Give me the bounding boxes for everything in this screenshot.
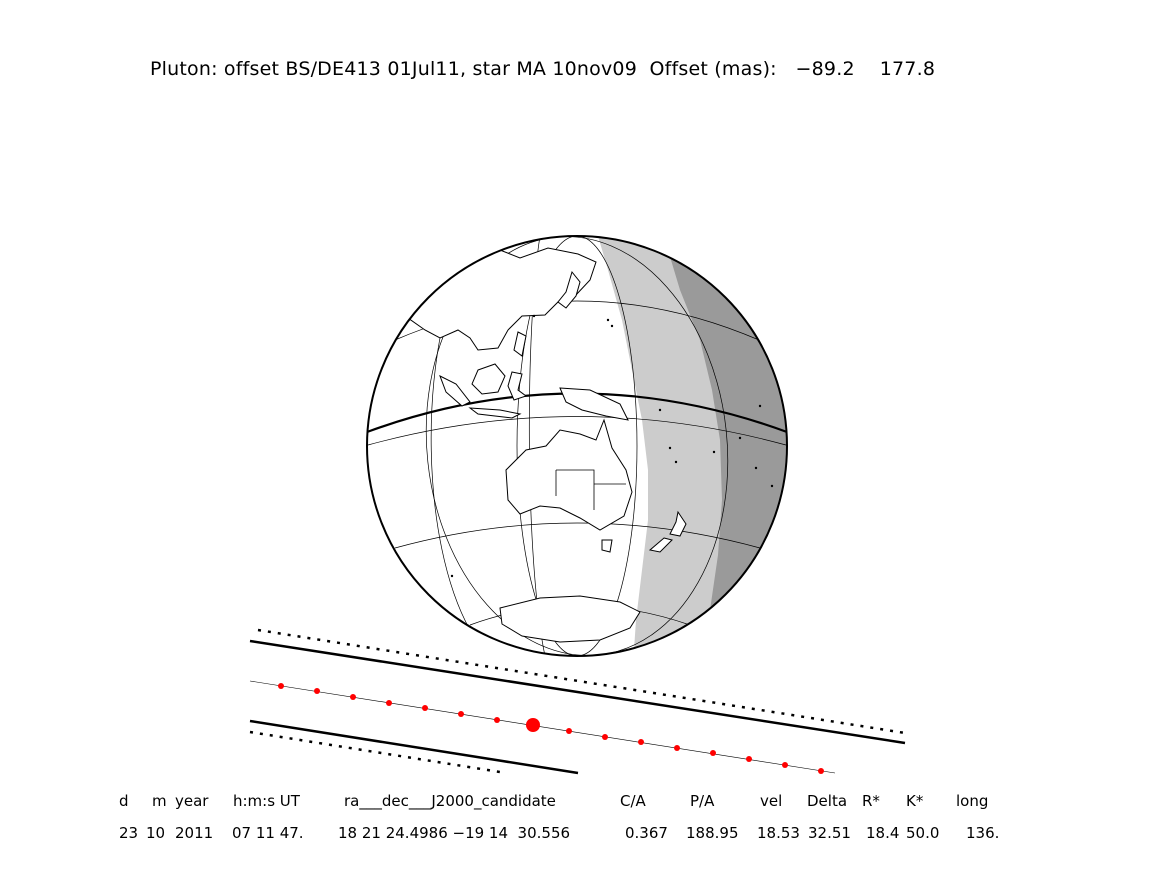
- offset-label: Offset (mas):: [649, 58, 777, 80]
- header-coordinates: ra___dec___J2000_candidate: [344, 792, 556, 810]
- header-time: h:m:s UT: [233, 792, 300, 810]
- header-rstar: R*: [862, 792, 880, 810]
- header-year: year: [175, 792, 209, 810]
- value-rstar: 18.4: [866, 824, 900, 842]
- plot-header: Pluton: offset BS/DE413 01Jul11, star MA…: [150, 58, 935, 80]
- closest-approach-dot: [526, 718, 540, 732]
- value-ca: 0.367: [625, 824, 668, 842]
- header-day: d: [119, 792, 129, 810]
- header-delta: Delta: [807, 792, 848, 810]
- shadow-limit-south: [249, 719, 579, 775]
- value-year: 2011: [175, 824, 214, 842]
- continents: [399, 247, 687, 643]
- value-month: 10: [146, 824, 166, 842]
- value-vel: 18.53: [757, 824, 800, 842]
- header-vel: vel: [760, 792, 783, 810]
- header-pa: P/A: [690, 792, 715, 810]
- value-coordinates: 18 21 24.4986 −19 14 30.556: [338, 824, 571, 842]
- value-long: 136.: [966, 824, 1000, 842]
- island-specks: [450, 314, 774, 578]
- track-dots: [278, 683, 824, 774]
- offset-ra-value: −89.2: [795, 58, 855, 80]
- value-delta: 32.51: [808, 824, 851, 842]
- header-month: m: [152, 792, 167, 810]
- shadow-limit-south-dotted: [249, 730, 501, 774]
- header-title: Pluton: offset BS/DE413 01Jul11, star MA…: [150, 58, 638, 80]
- value-time: 07 11 47.: [232, 824, 304, 842]
- header-kstar: K*: [906, 792, 924, 810]
- shadow-path-icon: [249, 628, 906, 775]
- value-day: 23: [119, 824, 139, 842]
- offset-dec-value: 177.8: [879, 58, 936, 80]
- value-kstar: 50.0: [906, 824, 940, 842]
- header-ca: C/A: [620, 792, 646, 810]
- header-long: long: [956, 792, 989, 810]
- centerline: [249, 680, 836, 774]
- shadow-limit-north: [249, 639, 906, 745]
- globe-icon: [366, 235, 788, 657]
- value-pa: 188.95: [686, 824, 739, 842]
